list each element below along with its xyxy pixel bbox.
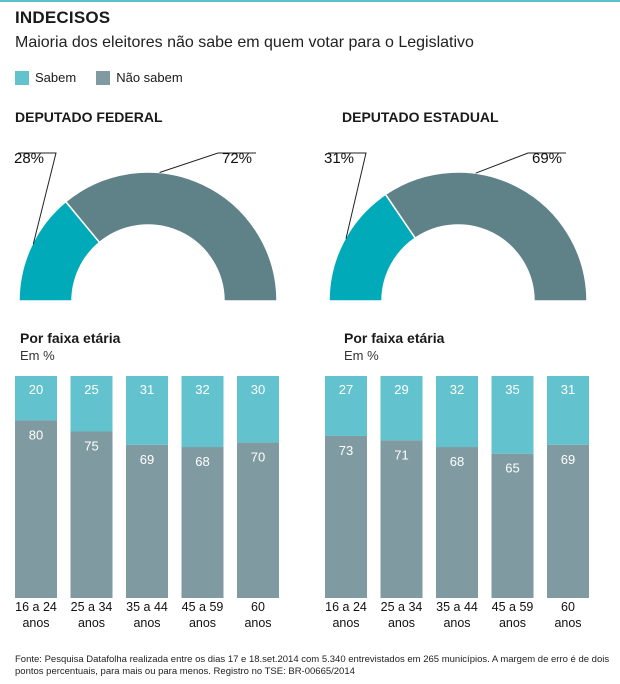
bar-nao-sabem-2-3 [181, 447, 224, 598]
category-sublabel-2-0: anos [22, 616, 49, 630]
category-sublabel-2-2: anos [133, 616, 160, 630]
bar-sabem-3-3 [491, 376, 534, 454]
bar-sabem-2-4 [237, 376, 279, 443]
bar-value-sabem-2-1: 25 [84, 382, 98, 397]
bar-value-sabem-3-2: 32 [450, 382, 464, 397]
category-label-3-1: 25 a 34 [381, 600, 423, 614]
bar-sabem-3-1 [380, 376, 423, 441]
footnote: Fonte: Pesquisa Datafolha realizada entr… [15, 654, 610, 677]
bar-value-sabem-3-3: 35 [505, 382, 519, 397]
leader-line-nao-sabem-0 [159, 152, 256, 173]
category-label-2-4: 60 [251, 600, 265, 614]
bar-value-sabem-3-1: 29 [394, 382, 408, 397]
chart-title: INDECISOS [15, 8, 111, 27]
bar-value-sabem-3-4: 31 [561, 382, 575, 397]
category-sublabel-3-1: anos [388, 616, 415, 630]
leader-line-sabem-0 [18, 152, 57, 245]
bar-nao-sabem-3-1 [380, 440, 423, 598]
section-title-federal: DEPUTADO FEDERAL [15, 109, 163, 125]
bar-nao-sabem-3-0 [325, 435, 367, 598]
bar-sabem-3-2 [436, 376, 478, 448]
gauge-segment-nao-sabem-1 [384, 171, 588, 302]
gauge-label-nao-sabem-1: 69% [532, 150, 562, 167]
bar-value-nao-sabem-3-0: 73 [339, 443, 353, 458]
bar-sabem-2-3 [181, 376, 224, 448]
bar-value-sabem-2-0: 20 [29, 382, 43, 397]
section-title-estadual: DEPUTADO ESTADUAL [342, 109, 499, 125]
category-sublabel-3-2: anos [443, 616, 470, 630]
bar-value-sabem-2-3: 32 [195, 382, 209, 397]
leader-line-nao-sabem-1 [475, 152, 566, 174]
bar-value-nao-sabem-3-4: 69 [561, 452, 575, 467]
age-unit-estadual: Em % [344, 348, 379, 363]
bar-value-nao-sabem-3-2: 68 [450, 454, 464, 469]
legend-label-nao-sabem: Não sabem [116, 70, 183, 85]
bar-nao-sabem-2-2 [126, 444, 168, 598]
category-sublabel-2-1: anos [78, 616, 105, 630]
gauge-label-nao-sabem-0: 72% [222, 150, 252, 167]
bar-value-nao-sabem-2-2: 69 [140, 452, 154, 467]
legend-item-nao-sabem: Não sabem [96, 70, 183, 85]
category-label-2-0: 16 a 24 [15, 600, 57, 614]
category-sublabel-2-3: anos [189, 616, 216, 630]
bar-nao-sabem-2-1 [70, 431, 113, 598]
bar-nao-sabem-2-4 [237, 442, 279, 598]
category-label-3-3: 45 a 59 [492, 600, 534, 614]
category-label-2-2: 35 a 44 [126, 600, 168, 614]
bar-sabem-3-4 [547, 376, 589, 445]
gauge-label-sabem-0: 28% [14, 150, 44, 167]
gauge-segment-nao-sabem-0 [64, 171, 278, 302]
bar-value-sabem-2-2: 31 [140, 382, 154, 397]
category-label-2-1: 25 a 34 [71, 600, 113, 614]
top-accent-line [0, 0, 620, 2]
legend-label-sabem: Sabem [35, 70, 77, 85]
bar-nao-sabem-3-2 [436, 447, 478, 598]
chart-subtitle: Maioria dos eleitores não sabe em quem v… [15, 34, 474, 51]
bar-nao-sabem-3-3 [491, 453, 534, 598]
legend-swatch-sabem [15, 70, 29, 85]
gauge-chart-estadual: 31% 69% [324, 150, 588, 302]
category-label-2-3: 45 a 59 [182, 600, 224, 614]
age-unit-federal: Em % [20, 348, 55, 363]
category-label-3-2: 35 a 44 [436, 600, 478, 614]
leader-line-sabem-1 [328, 152, 367, 239]
bar-sabem-2-1 [70, 376, 113, 432]
gauge-chart-federal: 28% 72% [14, 150, 278, 302]
age-heading-estadual: Por faixa etária [344, 330, 445, 346]
legend: Sabem Não sabem [15, 70, 203, 85]
bar-value-nao-sabem-2-0: 80 [29, 427, 43, 442]
gauge-label-sabem-1: 31% [324, 150, 354, 167]
legend-item-sabem: Sabem [15, 70, 76, 85]
bar-value-nao-sabem-3-3: 65 [505, 461, 519, 476]
age-bar-chart-estadual: 27 73 16 a 24 anos 29 71 25 a 34 anos 32 68 35 a 4… [325, 376, 589, 630]
bar-sabem-3-0 [325, 376, 367, 436]
bar-value-sabem-2-4: 30 [251, 382, 265, 397]
bar-nao-sabem-2-0 [15, 420, 57, 598]
category-sublabel-3-0: anos [332, 616, 359, 630]
bar-value-nao-sabem-3-1: 71 [394, 447, 408, 462]
bar-value-sabem-3-0: 27 [339, 382, 353, 397]
bar-value-nao-sabem-2-1: 75 [84, 439, 98, 454]
age-heading-federal: Por faixa etária [20, 330, 121, 346]
bar-value-nao-sabem-2-4: 70 [251, 450, 265, 465]
category-sublabel-3-3: anos [499, 616, 526, 630]
bar-sabem-2-0 [15, 376, 57, 421]
bar-nao-sabem-3-4 [547, 444, 589, 598]
legend-swatch-nao-sabem [96, 70, 111, 85]
bar-value-nao-sabem-2-3: 68 [195, 454, 209, 469]
category-sublabel-2-4: anos [244, 616, 271, 630]
bar-sabem-2-2 [126, 376, 168, 445]
category-label-3-4: 60 [561, 600, 575, 614]
age-bar-chart-federal: 20 80 16 a 24 anos 25 75 25 a 34 anos 31 69 35 a 4… [15, 376, 279, 630]
category-sublabel-3-4: anos [554, 616, 581, 630]
category-label-3-0: 16 a 24 [325, 600, 367, 614]
